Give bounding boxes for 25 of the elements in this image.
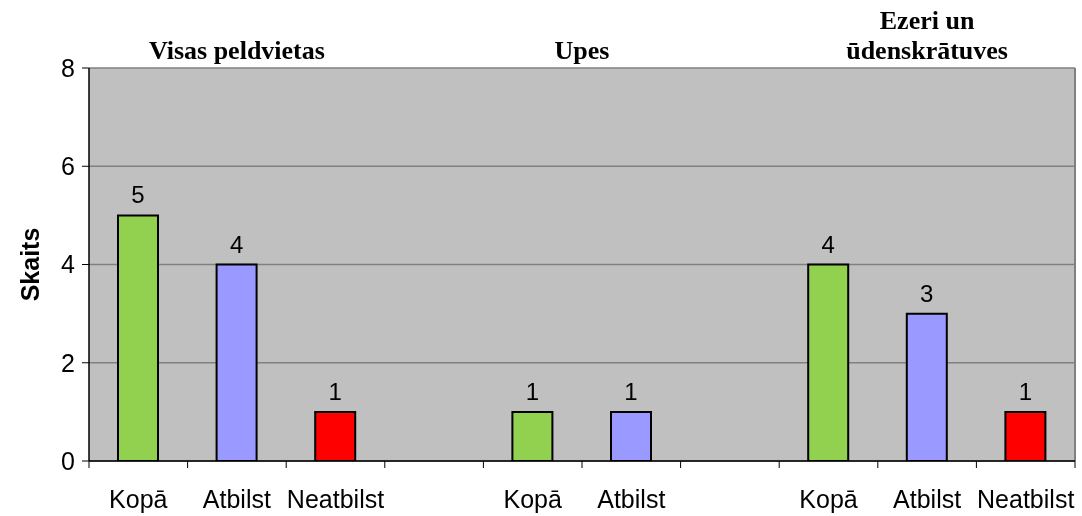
x-tick-label: Kopā (109, 484, 168, 513)
y-axis-title: Skaits (16, 227, 44, 302)
data-label: 5 (131, 181, 145, 209)
data-label: 4 (821, 230, 835, 258)
data-label: 1 (525, 377, 540, 405)
y-tick-label: 0 (61, 446, 75, 475)
x-tick-label: Atbilst (202, 484, 271, 513)
x-tick-label: Neatbilst (286, 484, 385, 513)
data-label: 3 (920, 279, 934, 307)
y-tick-label: 6 (61, 152, 75, 181)
text: Upes (553, 36, 611, 66)
x-tick-label: Kopā (503, 484, 562, 513)
x-tick-label: Atbilst (597, 484, 666, 513)
data-label: 4 (229, 230, 244, 258)
data-label: 1 (624, 377, 638, 405)
x-tick-label: Atbilst (893, 484, 962, 513)
y-tick-label: 4 (61, 250, 76, 279)
y-tick-label: 8 (61, 53, 75, 82)
data-label: 1 (328, 377, 342, 405)
x-tick-label: Neatbilst (977, 484, 1075, 513)
data-label: 1 (1018, 377, 1033, 405)
y-tick-label: 2 (61, 348, 75, 377)
text: Visas peldvietas (147, 36, 326, 66)
x-tick-label: Kopā (799, 484, 858, 513)
text: Ezeri un ūdenskrātuves (845, 6, 1009, 66)
